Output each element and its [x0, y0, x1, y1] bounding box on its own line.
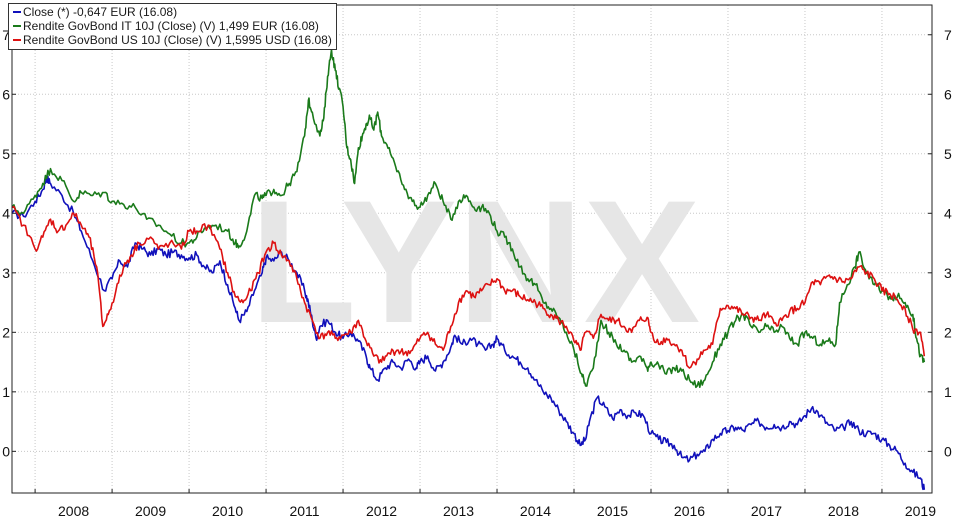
series-line-govbond-us	[11, 205, 926, 369]
y-tick-label-right: 4	[944, 205, 952, 221]
x-tick-label: 2009	[135, 503, 166, 519]
legend-label-close: Close (*) -0,647 EUR (16.08)	[23, 5, 178, 19]
legend-swatch-it	[13, 25, 21, 27]
y-tick-label-left: 4	[2, 205, 10, 221]
x-tick-label: 2011	[289, 503, 319, 519]
legend-label-it: Rendite GovBond IT 10J (Close) (V) 1,499…	[23, 19, 319, 33]
y-tick-label-left: 3	[2, 265, 10, 281]
y-tick-label-right: 3	[944, 265, 952, 281]
legend: Close (*) -0,647 EUR (16.08) Rendite Gov…	[8, 3, 337, 50]
x-tick-label: 2008	[58, 503, 89, 519]
y-tick-label-left: 5	[2, 146, 10, 162]
legend-item-close: Close (*) -0,647 EUR (16.08)	[13, 5, 332, 19]
x-tick-label: 2017	[751, 503, 782, 519]
x-tick-label: 2012	[366, 503, 397, 519]
y-tick-label-right: 7	[944, 27, 952, 43]
legend-item-us: Rendite GovBond US 10J (Close) (V) 1,599…	[13, 33, 332, 47]
y-tick-label-right: 1	[944, 384, 952, 400]
x-axis: 2008 2009 2010 2011 2012 2013 2014 2015 2016 2017…	[58, 503, 936, 519]
series-line-govbond-it	[11, 48, 926, 389]
y-axis-right: 0 1 2 3 4 5 6 7	[944, 27, 952, 460]
plot-frame	[11, 4, 933, 494]
y-tick-label-right: 2	[944, 324, 952, 340]
x-tick-label: 2015	[597, 503, 628, 519]
x-tick-label: 2014	[520, 503, 551, 519]
y-axis-left: 0 1 2 3 4 5 6 7	[2, 27, 10, 460]
legend-item-it: Rendite GovBond IT 10J (Close) (V) 1,499…	[13, 19, 332, 33]
y-tick-label-right: 6	[944, 86, 952, 102]
y-tick-label-left: 2	[2, 324, 10, 340]
y-tick-label-right: 5	[944, 146, 952, 162]
series-lines	[11, 48, 926, 491]
x-tick-label: 2010	[212, 503, 243, 519]
legend-swatch-close	[13, 11, 21, 13]
legend-swatch-us	[13, 39, 21, 41]
x-tick-label: 2016	[674, 503, 705, 519]
x-tick-label: 2019	[905, 503, 936, 519]
y-tick-label-right: 0	[944, 443, 952, 459]
series-line-close	[11, 175, 926, 491]
x-tick-label: 2018	[828, 503, 859, 519]
y-tick-label-left: 0	[2, 443, 10, 459]
y-tick-label-left: 6	[2, 86, 10, 102]
legend-label-us: Rendite GovBond US 10J (Close) (V) 1,599…	[23, 33, 332, 47]
y-tick-label-left: 1	[2, 384, 10, 400]
y-tick-label-left: 7	[2, 27, 10, 43]
x-tick-label: 2013	[443, 503, 474, 519]
